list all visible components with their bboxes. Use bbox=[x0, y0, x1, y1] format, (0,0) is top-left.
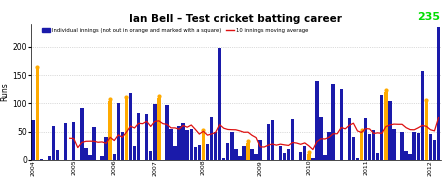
Bar bbox=[287, 149, 290, 160]
Bar bbox=[328, 132, 331, 160]
Bar bbox=[84, 148, 88, 160]
Bar bbox=[348, 118, 351, 160]
Bar bbox=[368, 134, 371, 160]
Bar bbox=[251, 149, 254, 160]
Bar bbox=[388, 101, 392, 160]
Bar bbox=[178, 126, 181, 160]
Bar bbox=[173, 146, 177, 160]
Bar bbox=[400, 132, 404, 160]
Bar bbox=[182, 123, 185, 160]
Bar bbox=[121, 132, 124, 160]
Bar bbox=[169, 129, 173, 160]
Bar bbox=[303, 146, 307, 160]
Y-axis label: Runs: Runs bbox=[1, 83, 10, 102]
Bar bbox=[246, 143, 250, 160]
Bar bbox=[137, 113, 140, 160]
Bar bbox=[429, 134, 432, 160]
Bar bbox=[356, 158, 359, 160]
Bar bbox=[437, 27, 440, 160]
Bar bbox=[214, 132, 217, 160]
Bar bbox=[206, 144, 209, 160]
Bar bbox=[165, 105, 169, 160]
Bar bbox=[125, 98, 128, 160]
Bar bbox=[384, 92, 388, 160]
Bar bbox=[259, 140, 262, 160]
Bar bbox=[101, 156, 104, 160]
Legend: Individual innings (not out in orange and marked with a square), 10 innings movi: Individual innings (not out in orange an… bbox=[42, 28, 308, 33]
Bar bbox=[48, 156, 51, 160]
Bar bbox=[202, 132, 205, 160]
Bar bbox=[242, 146, 246, 160]
Bar bbox=[80, 108, 84, 160]
Bar bbox=[153, 104, 157, 160]
Bar bbox=[255, 154, 258, 160]
Bar bbox=[113, 154, 116, 160]
Bar bbox=[405, 151, 408, 160]
Bar bbox=[392, 129, 396, 160]
Bar bbox=[56, 150, 59, 160]
Bar bbox=[360, 132, 363, 160]
Bar bbox=[315, 81, 319, 160]
Bar bbox=[283, 153, 286, 160]
Bar bbox=[409, 154, 412, 160]
Bar bbox=[433, 140, 436, 160]
Bar bbox=[364, 118, 367, 160]
Bar bbox=[198, 145, 201, 160]
Bar bbox=[210, 117, 213, 160]
Bar bbox=[417, 133, 420, 160]
Bar bbox=[92, 127, 96, 160]
Bar bbox=[105, 137, 108, 160]
Bar bbox=[226, 143, 230, 160]
Bar bbox=[190, 129, 193, 160]
Bar bbox=[64, 123, 67, 160]
Bar bbox=[145, 114, 148, 160]
Bar bbox=[52, 126, 55, 160]
Bar bbox=[157, 98, 161, 160]
Bar bbox=[319, 117, 323, 160]
Bar bbox=[88, 155, 92, 160]
Bar bbox=[109, 101, 112, 160]
Bar bbox=[267, 124, 270, 160]
Bar bbox=[352, 137, 355, 160]
Bar bbox=[72, 122, 76, 160]
Bar bbox=[340, 89, 343, 160]
Bar bbox=[271, 120, 274, 160]
Bar bbox=[380, 95, 384, 160]
Bar bbox=[372, 130, 376, 160]
Bar bbox=[129, 93, 132, 160]
Bar bbox=[238, 156, 242, 160]
Bar bbox=[36, 68, 39, 160]
Bar bbox=[311, 158, 315, 160]
Bar bbox=[413, 132, 416, 160]
Bar bbox=[40, 159, 43, 160]
Bar bbox=[291, 119, 294, 160]
Title: Ian Bell – Test cricket batting career: Ian Bell – Test cricket batting career bbox=[129, 14, 342, 24]
Bar bbox=[222, 158, 226, 160]
Bar bbox=[230, 132, 234, 160]
Bar bbox=[32, 120, 35, 160]
Bar bbox=[425, 102, 428, 160]
Bar bbox=[218, 48, 221, 160]
Bar bbox=[117, 103, 120, 160]
Bar bbox=[149, 151, 153, 160]
Bar bbox=[186, 130, 189, 160]
Bar bbox=[376, 153, 380, 160]
Bar bbox=[332, 84, 335, 160]
Bar bbox=[307, 154, 311, 160]
Bar bbox=[324, 155, 327, 160]
Bar bbox=[133, 146, 136, 160]
Bar bbox=[194, 147, 197, 160]
Bar bbox=[299, 152, 303, 160]
Bar bbox=[421, 71, 424, 160]
Bar bbox=[234, 149, 238, 160]
Bar bbox=[279, 146, 282, 160]
Text: 235: 235 bbox=[417, 12, 441, 22]
